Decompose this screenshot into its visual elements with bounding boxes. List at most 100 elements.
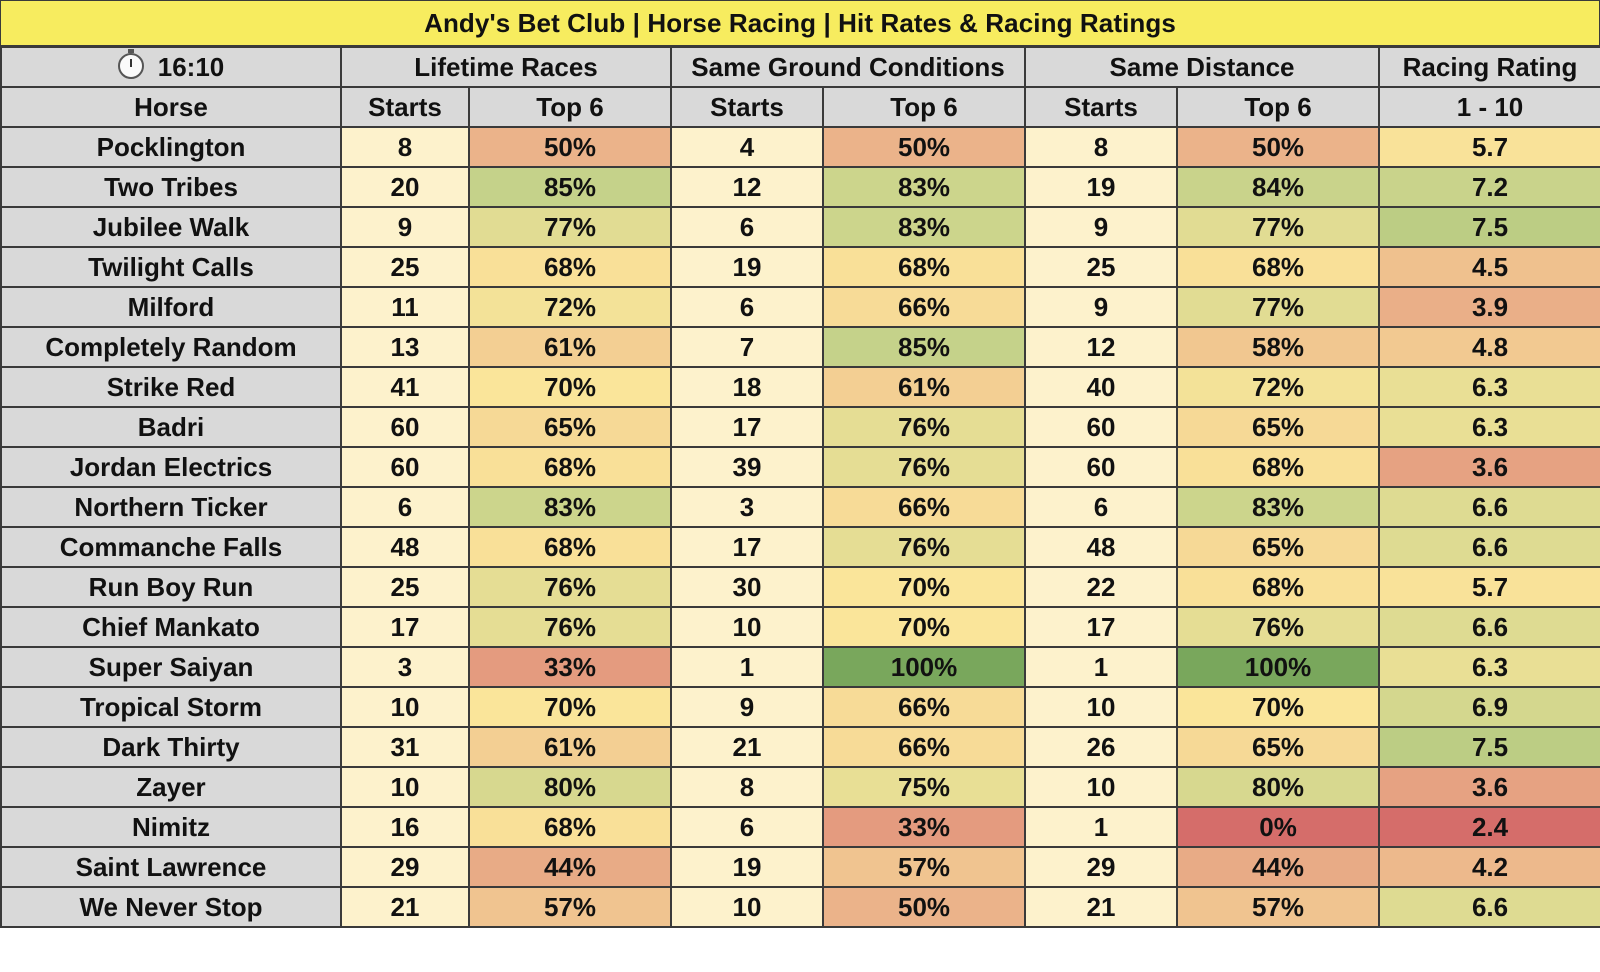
lifetime-top6-cell: 68%	[468, 446, 672, 488]
distance-starts-cell: 6	[1024, 486, 1179, 528]
distance-top6-cell: 83%	[1176, 486, 1381, 528]
lifetime-top6-cell: 57%	[468, 886, 672, 928]
distance-starts-cell: 22	[1024, 566, 1179, 608]
ground-top6-cell: 76%	[821, 406, 1027, 448]
racing-rating-cell: 4.8	[1378, 326, 1600, 368]
lifetime-top6-cell: 50%	[468, 126, 672, 168]
lifetime-starts-cell: 11	[340, 286, 470, 328]
racing-rating-cell: 6.3	[1378, 366, 1600, 408]
table-row: Twilight Calls 25 68% 19 68% 25 68% 4.5	[0, 246, 1600, 288]
ground-starts-cell: 9	[670, 686, 824, 728]
distance-starts-cell: 9	[1024, 206, 1179, 248]
table-row: Run Boy Run 25 76% 30 70% 22 68% 5.7	[0, 566, 1600, 608]
racing-rating-cell: 6.3	[1378, 646, 1600, 688]
table-row: Chief Mankato 17 76% 10 70% 17 76% 6.6	[0, 606, 1600, 648]
racing-rating-cell: 7.5	[1378, 206, 1600, 248]
lifetime-starts-cell: 25	[340, 246, 470, 288]
distance-starts-cell: 1	[1024, 806, 1179, 848]
distance-starts-cell: 48	[1024, 526, 1179, 568]
distance-starts-cell: 12	[1024, 326, 1179, 368]
ground-starts-cell: 4	[670, 126, 824, 168]
ground-top6-cell: 66%	[821, 286, 1027, 328]
ground-starts-cell: 1	[670, 646, 824, 688]
distance-starts-cell: 26	[1024, 726, 1179, 768]
table-row: Strike Red 41 70% 18 61% 40 72% 6.3	[0, 366, 1600, 408]
table-row: Pocklington 8 50% 4 50% 8 50% 5.7	[0, 126, 1600, 168]
horse-name: Milford	[0, 286, 342, 328]
distance-top6-cell: 58%	[1176, 326, 1381, 368]
ground-top6-cell: 76%	[821, 446, 1027, 488]
horse-name: Badri	[0, 406, 342, 448]
horse-name: Run Boy Run	[0, 566, 342, 608]
lifetime-top6-cell: 80%	[468, 766, 672, 808]
lifetime-starts-cell: 6	[340, 486, 470, 528]
table-row: We Never Stop 21 57% 10 50% 21 57% 6.6	[0, 886, 1600, 928]
ground-top6-cell: 68%	[821, 246, 1027, 288]
racing-rating-cell: 3.6	[1378, 446, 1600, 488]
ground-starts-cell: 10	[670, 606, 824, 648]
ground-top6-cell: 61%	[821, 366, 1027, 408]
racing-rating-cell: 6.9	[1378, 686, 1600, 728]
same-distance-header: Same Distance	[1024, 46, 1381, 88]
table-row: Zayer 10 80% 8 75% 10 80% 3.6	[0, 766, 1600, 808]
lifetime-top6-header: Top 6	[468, 86, 672, 128]
lifetime-starts-cell: 8	[340, 126, 470, 168]
ground-starts-cell: 19	[670, 246, 824, 288]
sheet-title: Andy's Bet Club | Horse Racing | Hit Rat…	[0, 0, 1600, 46]
race-time: 16:10	[157, 51, 225, 82]
distance-top6-cell: 68%	[1176, 566, 1381, 608]
distance-starts-cell: 9	[1024, 286, 1179, 328]
racing-rating-cell: 6.6	[1378, 526, 1600, 568]
table-row: Tropical Storm 10 70% 9 66% 10 70% 6.9	[0, 686, 1600, 728]
racing-rating-cell: 6.6	[1378, 486, 1600, 528]
horse-name: Strike Red	[0, 366, 342, 408]
lifetime-starts-cell: 41	[340, 366, 470, 408]
ground-starts-cell: 12	[670, 166, 824, 208]
ground-top6-cell: 66%	[821, 686, 1027, 728]
ground-starts-cell: 6	[670, 206, 824, 248]
table-row: Jubilee Walk 9 77% 6 83% 9 77% 7.5	[0, 206, 1600, 248]
ground-top6-header: Top 6	[821, 86, 1027, 128]
table-row: Nimitz 16 68% 6 33% 1 0% 2.4	[0, 806, 1600, 848]
stopwatch-icon	[117, 49, 144, 79]
lifetime-races-header: Lifetime Races	[340, 46, 672, 88]
lifetime-starts-cell: 16	[340, 806, 470, 848]
table-row: Two Tribes 20 85% 12 83% 19 84% 7.2	[0, 166, 1600, 208]
ground-starts-cell: 21	[670, 726, 824, 768]
horse-name: We Never Stop	[0, 886, 342, 928]
ground-starts-cell: 3	[670, 486, 824, 528]
ground-starts-cell: 17	[670, 526, 824, 568]
lifetime-top6-cell: 70%	[468, 686, 672, 728]
ground-starts-cell: 6	[670, 286, 824, 328]
ground-starts-cell: 8	[670, 766, 824, 808]
lifetime-starts-cell: 48	[340, 526, 470, 568]
distance-starts-cell: 10	[1024, 686, 1179, 728]
ground-starts-cell: 39	[670, 446, 824, 488]
distance-starts-cell: 17	[1024, 606, 1179, 648]
distance-top6-cell: 70%	[1176, 686, 1381, 728]
lifetime-starts-cell: 10	[340, 686, 470, 728]
distance-starts-cell: 8	[1024, 126, 1179, 168]
racing-rating-cell: 5.7	[1378, 566, 1600, 608]
horse-name: Commanche Falls	[0, 526, 342, 568]
distance-starts-cell: 10	[1024, 766, 1179, 808]
distance-top6-cell: 50%	[1176, 126, 1381, 168]
distance-top6-cell: 65%	[1176, 526, 1381, 568]
ground-top6-cell: 33%	[821, 806, 1027, 848]
lifetime-starts-cell: 9	[340, 206, 470, 248]
racing-rating-cell: 7.5	[1378, 726, 1600, 768]
ground-top6-cell: 76%	[821, 526, 1027, 568]
ground-starts-cell: 30	[670, 566, 824, 608]
horse-name: Dark Thirty	[0, 726, 342, 768]
hit-rates-table: 16:10 Lifetime Races Same Ground Conditi…	[0, 46, 1600, 928]
racing-rating-cell: 3.6	[1378, 766, 1600, 808]
ground-top6-cell: 83%	[821, 206, 1027, 248]
distance-top6-cell: 68%	[1176, 246, 1381, 288]
ground-top6-cell: 66%	[821, 486, 1027, 528]
ground-starts-cell: 17	[670, 406, 824, 448]
ground-top6-cell: 75%	[821, 766, 1027, 808]
lifetime-starts-cell: 31	[340, 726, 470, 768]
ground-starts-header: Starts	[670, 86, 824, 128]
racing-rating-cell: 3.9	[1378, 286, 1600, 328]
ground-top6-cell: 57%	[821, 846, 1027, 888]
